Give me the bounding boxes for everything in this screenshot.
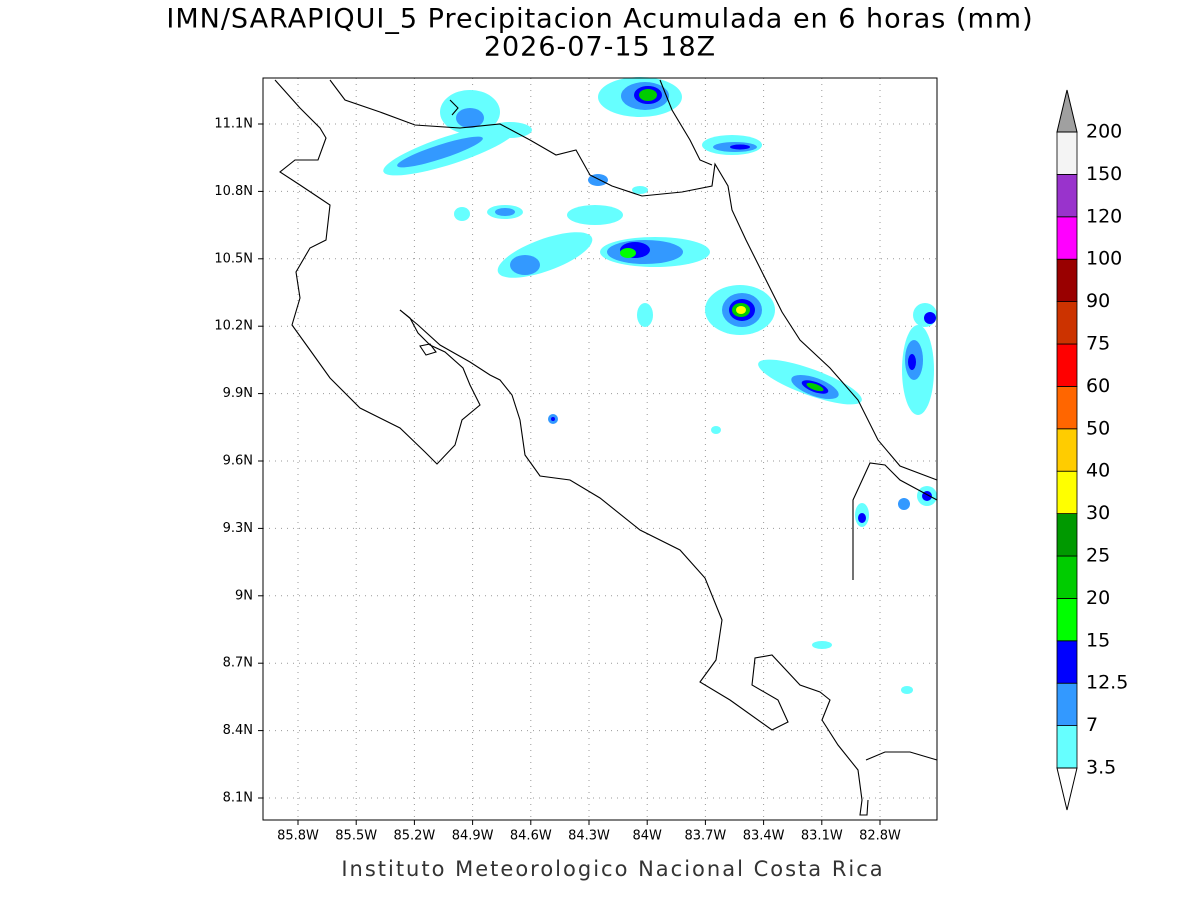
lat-label: 9N [235, 588, 253, 603]
lat-label: 10.2N [214, 319, 253, 334]
colorbar-swatch [1056, 385, 1078, 430]
colorbar-label: 100 [1086, 248, 1122, 270]
colorbar-swatch [1056, 682, 1078, 727]
lat-label: 11.1N [214, 117, 253, 132]
colorbar-over [1056, 89, 1078, 133]
colorbar-swatch [1056, 598, 1078, 642]
colorbar-swatch [1056, 131, 1078, 175]
lon-label: 85.2W [393, 829, 435, 844]
lat-label: 10.8N [214, 184, 253, 199]
colorbar-label: 15 [1086, 629, 1110, 651]
lat-label: 9.6N [223, 454, 253, 469]
colorbar-label: 150 [1086, 163, 1122, 185]
colorbar-label: 25 [1086, 545, 1110, 567]
lat-label: 9.3N [223, 521, 253, 536]
lon-label: 83.4W [743, 829, 785, 844]
lon-label: 84.3W [568, 829, 610, 844]
lat-label: 8.7N [223, 656, 253, 671]
colorbar-swatch [1056, 258, 1078, 303]
coastlines [274, 79, 938, 816]
colorbar-label: 60 [1086, 375, 1110, 397]
colorbar-swatch [1056, 173, 1078, 218]
colorbar-swatch [1056, 640, 1078, 684]
subtitle: 2026-07-15 18Z [484, 32, 716, 63]
lon-label: 85.5W [335, 829, 377, 844]
colorbar-label: 50 [1086, 417, 1110, 439]
colorbar-swatch [1056, 470, 1078, 515]
colorbar-label: 40 [1086, 460, 1110, 482]
lon-label: 83.7W [684, 829, 726, 844]
colorbar-label: 30 [1086, 502, 1110, 524]
lat-label: 8.4N [223, 723, 253, 738]
colorbar-swatch [1056, 343, 1078, 387]
colorbar-label: 12.5 [1086, 672, 1128, 694]
colorbar-swatch [1056, 428, 1078, 472]
colorbar-swatch [1056, 725, 1078, 769]
colorbar-label: 90 [1086, 290, 1110, 312]
colorbar-label: 3.5 [1086, 757, 1116, 779]
lon-label: 85.8W [277, 829, 319, 844]
colorbar-label: 200 [1086, 121, 1122, 143]
lon-label: 82.8W [859, 829, 901, 844]
lon-label: 84.6W [510, 829, 552, 844]
colorbar-swatch [1056, 513, 1078, 557]
colorbar-label: 20 [1086, 587, 1110, 609]
colorbar-swatch [1056, 555, 1078, 599]
colorbar-swatch [1056, 216, 1078, 260]
precip-fields [383, 77, 937, 694]
title: IMN/SARAPIQUI_5 Precipitacion Acumulada … [166, 4, 1033, 35]
colorbar-swatch [1056, 301, 1078, 345]
colorbar-label: 75 [1086, 333, 1110, 355]
grid [263, 78, 937, 820]
colorbar-under [1056, 767, 1078, 811]
colorbar-label: 120 [1086, 205, 1122, 227]
lat-label: 8.1N [223, 791, 253, 806]
lon-label: 84.9W [452, 829, 494, 844]
lon-label: 84W [632, 829, 662, 844]
lon-label: 83.1W [801, 829, 843, 844]
credit: Instituto Meteorologico Nacional Costa R… [341, 857, 884, 881]
lat-label: 10.5N [214, 251, 253, 266]
lat-label: 9.9N [223, 386, 253, 401]
colorbar: 3.5 7 12.5 15 20 25 30 40 50 60 75 90 100 120 150 200 [1056, 89, 1128, 811]
map-frame [262, 77, 938, 821]
colorbar-label: 7 [1086, 714, 1098, 736]
